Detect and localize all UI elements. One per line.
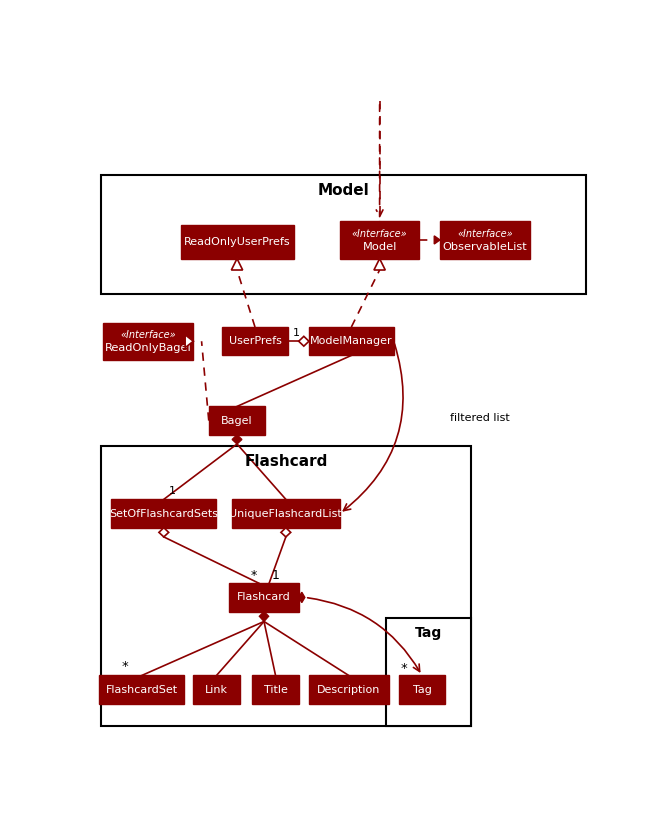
Text: 1: 1	[272, 569, 280, 582]
Polygon shape	[256, 583, 262, 591]
Bar	[309, 675, 389, 704]
Text: Model: Model	[363, 241, 396, 251]
Bar	[221, 327, 288, 355]
Bar	[399, 675, 445, 704]
Text: UserPrefs: UserPrefs	[229, 336, 282, 346]
Text: filtered list: filtered list	[450, 413, 510, 423]
Text: Bagel: Bagel	[221, 416, 253, 426]
Bar	[194, 675, 239, 704]
Polygon shape	[272, 675, 279, 683]
Polygon shape	[259, 612, 269, 622]
Bar	[111, 499, 217, 528]
Bar	[253, 675, 299, 704]
Polygon shape	[160, 499, 167, 506]
Polygon shape	[266, 583, 272, 591]
Bar	[340, 221, 420, 259]
Text: *: *	[121, 660, 128, 673]
Polygon shape	[281, 528, 290, 537]
Polygon shape	[376, 221, 383, 229]
Polygon shape	[299, 336, 309, 346]
Text: *: *	[400, 662, 407, 675]
Bar	[229, 583, 299, 612]
Text: FlashcardSet: FlashcardSet	[105, 685, 178, 695]
Text: «Interface»: «Interface»	[352, 229, 408, 239]
Text: UniqueFlashcardList: UniqueFlashcardList	[229, 509, 342, 519]
Polygon shape	[231, 259, 243, 270]
Polygon shape	[185, 335, 194, 348]
Text: 1: 1	[292, 328, 300, 338]
Text: SetOfFlashcardSets: SetOfFlashcardSets	[109, 509, 218, 519]
Text: Link: Link	[205, 685, 228, 695]
Bar	[103, 323, 194, 360]
Polygon shape	[159, 528, 168, 537]
Bar	[180, 225, 294, 259]
Text: *: *	[251, 569, 257, 582]
Polygon shape	[299, 592, 305, 603]
Text: 1: 1	[169, 486, 176, 496]
Bar	[232, 499, 340, 528]
Bar	[386, 618, 471, 727]
Polygon shape	[232, 435, 242, 444]
Bar	[309, 327, 394, 355]
Text: «Interface»: «Interface»	[121, 330, 176, 340]
Text: ObservableList: ObservableList	[443, 241, 527, 251]
Text: ReadOnlyUserPrefs: ReadOnlyUserPrefs	[184, 237, 290, 247]
Polygon shape	[139, 675, 145, 683]
Polygon shape	[345, 675, 352, 683]
Text: Description: Description	[317, 685, 381, 695]
Text: Flashcard: Flashcard	[237, 592, 291, 603]
Bar	[99, 675, 184, 704]
Polygon shape	[283, 338, 288, 345]
Polygon shape	[434, 235, 440, 244]
Text: Model: Model	[318, 183, 369, 198]
Text: Tag: Tag	[415, 626, 442, 639]
Bar	[101, 446, 471, 727]
Polygon shape	[282, 499, 289, 506]
Polygon shape	[213, 675, 219, 683]
Text: ModelManager: ModelManager	[310, 336, 392, 346]
Text: «Interface»: «Interface»	[457, 229, 512, 239]
Bar	[209, 406, 265, 435]
Text: Flashcard: Flashcard	[244, 453, 328, 468]
Bar	[101, 175, 587, 294]
Text: Title: Title	[264, 685, 288, 695]
Polygon shape	[374, 259, 385, 270]
Bar	[440, 221, 530, 259]
Text: ReadOnlyBagel: ReadOnlyBagel	[105, 343, 192, 353]
Text: Tag: Tag	[412, 685, 432, 695]
Polygon shape	[234, 406, 240, 414]
